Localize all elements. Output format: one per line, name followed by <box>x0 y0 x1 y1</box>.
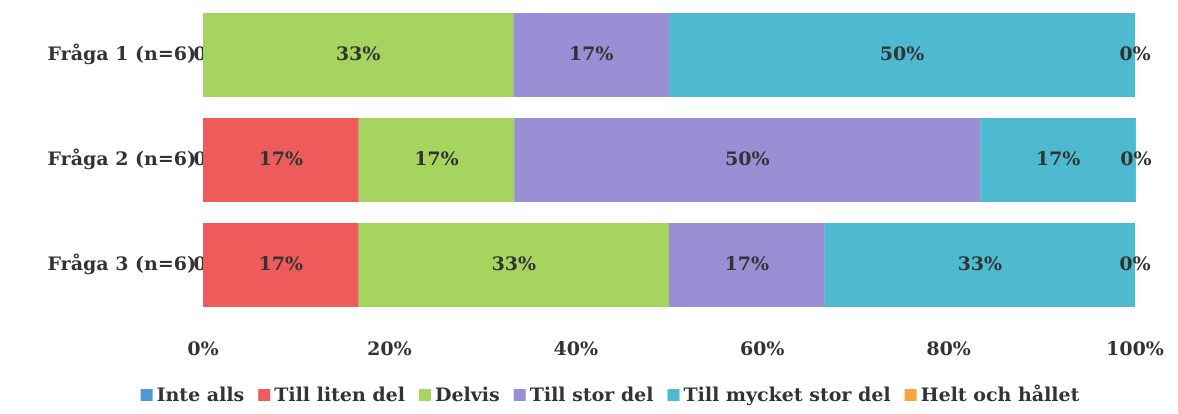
bar-segment <box>203 13 514 97</box>
data-label: 17% <box>1036 148 1081 170</box>
bar-segment <box>513 13 669 97</box>
y-tick-label: Fråga 3 (n=6) <box>48 252 196 275</box>
x-tick-label: 0% <box>187 338 218 360</box>
legend-swatch <box>513 389 526 401</box>
bar-segment <box>514 118 981 202</box>
data-label: 0% <box>1119 253 1150 275</box>
legend-label: Delvis <box>435 384 500 406</box>
data-label: 33% <box>958 253 1003 275</box>
legend-label: Helt och hållet <box>921 383 1080 406</box>
data-label: 50% <box>725 148 770 170</box>
legend-label: Till mycket stor del <box>684 384 891 406</box>
legend-swatch <box>904 389 917 401</box>
legend-swatch <box>258 389 271 401</box>
bar-segment <box>669 13 1135 97</box>
bar-segment <box>980 118 1136 202</box>
legend-swatch <box>418 389 431 401</box>
data-label: 17% <box>259 253 304 275</box>
x-tick-label: 20% <box>367 338 412 360</box>
data-label: 17% <box>569 43 614 65</box>
bar-segment <box>358 223 669 307</box>
data-label: 33% <box>336 43 381 65</box>
bar-segment <box>358 118 515 202</box>
data-label: 0% <box>1120 148 1151 170</box>
legend-label: Inte alls <box>157 384 245 406</box>
legend-swatch <box>140 389 153 401</box>
y-tick-label: Fråga 1 (n=6) <box>48 42 196 65</box>
data-label: 17% <box>725 253 770 275</box>
data-label: 0% <box>1119 43 1150 65</box>
data-label: 50% <box>880 43 925 65</box>
bar-segment <box>203 223 359 307</box>
legend-label: Till stor del <box>530 384 654 406</box>
x-tick-label: 60% <box>740 338 785 360</box>
bar-segment <box>824 223 1135 307</box>
x-tick-label: 100% <box>1106 338 1164 360</box>
x-tick-label: 40% <box>554 338 599 360</box>
legend-swatch <box>667 389 680 401</box>
data-label: 33% <box>492 253 537 275</box>
y-tick-label: Fråga 2 (n=6) <box>48 147 196 170</box>
x-tick-label: 80% <box>926 338 971 360</box>
legend-label: Till liten del <box>274 384 405 406</box>
bar-segment <box>669 223 825 307</box>
data-label: 17% <box>414 148 459 170</box>
data-label: 17% <box>259 148 304 170</box>
bar-segment <box>203 118 359 202</box>
